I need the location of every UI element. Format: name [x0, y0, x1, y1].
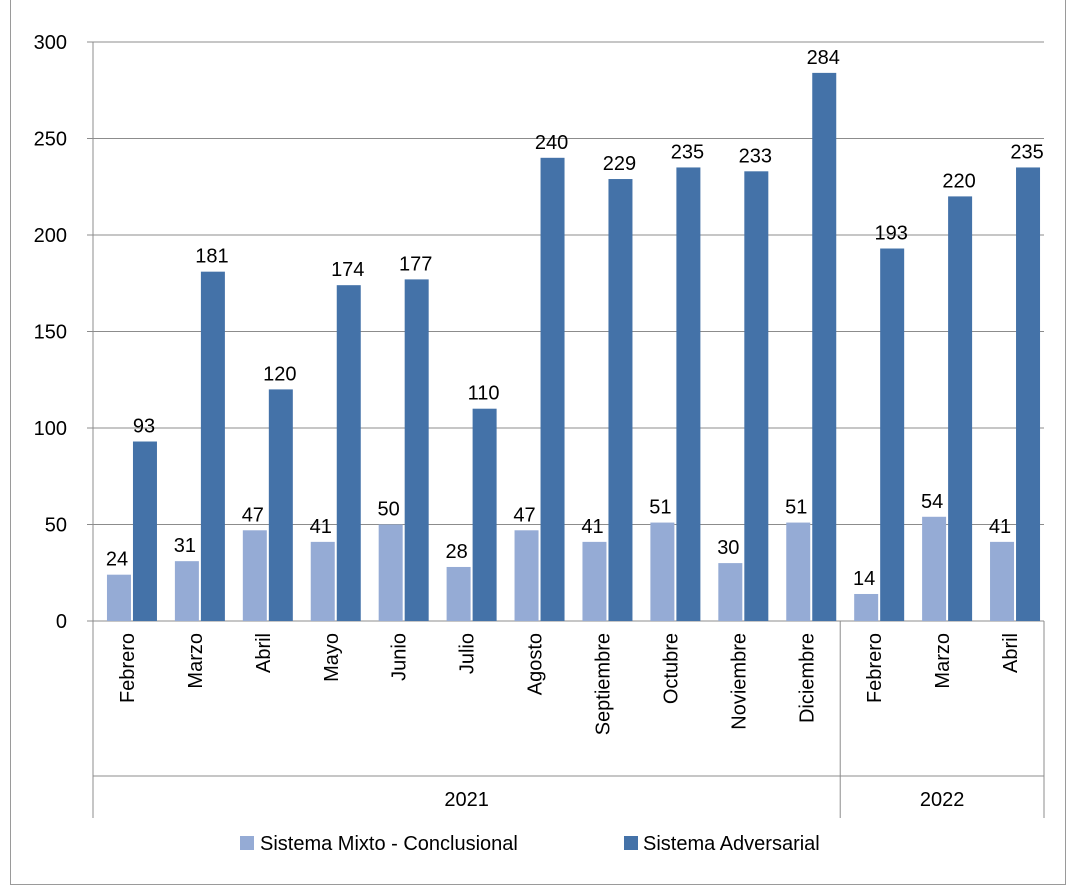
bar-mixto: [786, 522, 811, 621]
category-label: Marzo: [185, 633, 207, 689]
bar-adversarial: [200, 271, 225, 621]
bar-mixto: [310, 541, 335, 621]
year-label: 2021: [444, 789, 489, 811]
y-tick-label: 250: [34, 129, 67, 151]
data-label-mixto: 41: [989, 516, 1011, 538]
data-label-adversarial: 284: [807, 47, 840, 69]
data-label-adversarial: 181: [195, 246, 228, 268]
data-label-mixto: 47: [242, 504, 264, 526]
category-label: Junio: [389, 633, 411, 681]
category-label: Agosto: [525, 633, 547, 695]
bar-mixto: [446, 566, 471, 621]
bar-adversarial: [336, 285, 361, 621]
legend-swatch-adversarial: [624, 836, 638, 850]
legend-label-mixto: Sistema Mixto - Conclusional: [260, 833, 518, 855]
category-label: Marzo: [932, 633, 954, 689]
bar-mixto: [242, 530, 267, 621]
category-label: Febrero: [864, 633, 886, 703]
category-label: Febrero: [117, 633, 139, 703]
y-tick-label: 300: [34, 32, 67, 54]
bar-mixto: [922, 516, 947, 621]
data-label-adversarial: 233: [739, 145, 772, 167]
bar-adversarial: [472, 408, 497, 621]
category-label: Diciembre: [796, 633, 818, 723]
bar-adversarial: [812, 72, 837, 621]
category-label: Julio: [457, 633, 479, 674]
bar-adversarial: [608, 179, 633, 621]
data-label-mixto: 54: [921, 491, 943, 513]
bar-adversarial: [744, 171, 769, 621]
bar-adversarial: [132, 441, 157, 621]
legend-label-adversarial: Sistema Adversarial: [643, 833, 820, 855]
year-label: 2022: [920, 789, 965, 811]
data-label-mixto: 41: [310, 516, 332, 538]
data-label-mixto: 51: [649, 497, 671, 519]
data-label-adversarial: 235: [671, 141, 704, 163]
bar-mixto: [514, 530, 539, 621]
bar-mixto: [650, 522, 675, 621]
data-label-mixto: 50: [378, 499, 400, 521]
data-label-mixto: 31: [174, 535, 196, 557]
y-tick-label: 200: [34, 225, 67, 247]
category-label: Octubre: [660, 633, 682, 704]
data-label-mixto: 24: [106, 549, 128, 571]
data-label-adversarial: 240: [535, 132, 568, 154]
bar-mixto: [854, 593, 879, 621]
bar-mixto: [990, 541, 1015, 621]
y-tick-label: 100: [34, 418, 67, 440]
data-label-mixto: 28: [445, 541, 467, 563]
data-label-mixto: 51: [785, 497, 807, 519]
bar-mixto: [174, 561, 199, 621]
bar-mixto: [378, 524, 403, 621]
category-label: Septiembre: [592, 633, 614, 735]
data-label-mixto: 47: [513, 504, 535, 526]
bar-mixto: [718, 563, 743, 621]
y-tick-label: 0: [56, 611, 67, 633]
category-label: Noviembre: [728, 633, 750, 730]
data-label-adversarial: 174: [331, 259, 364, 281]
data-label-mixto: 14: [853, 568, 875, 590]
data-label-adversarial: 120: [263, 363, 296, 385]
legend-swatch-mixto: [240, 836, 254, 850]
data-label-adversarial: 193: [874, 223, 907, 245]
data-label-adversarial: 110: [468, 383, 500, 405]
bar-adversarial: [1016, 167, 1041, 621]
bar-mixto: [106, 574, 131, 621]
bar-mixto: [582, 541, 607, 621]
bar-adversarial: [540, 157, 565, 622]
bar-adversarial: [948, 196, 973, 621]
data-label-adversarial: 220: [942, 170, 975, 192]
bar-adversarial: [268, 389, 293, 621]
bar-adversarial: [880, 248, 905, 621]
category-label: Mayo: [321, 633, 343, 682]
category-label: Abril: [253, 633, 275, 673]
data-label-mixto: 30: [717, 537, 739, 559]
bar-adversarial: [404, 279, 429, 621]
category-label: Abril: [1000, 633, 1022, 673]
y-tick-label: 50: [45, 515, 67, 537]
data-label-adversarial: 229: [603, 153, 636, 175]
data-label-mixto: 41: [581, 516, 603, 538]
bar-adversarial: [676, 167, 701, 621]
data-label-adversarial: 177: [399, 253, 432, 275]
y-tick-label: 150: [34, 322, 67, 344]
data-label-adversarial: 235: [1010, 141, 1043, 163]
data-label-adversarial: 93: [133, 416, 155, 438]
